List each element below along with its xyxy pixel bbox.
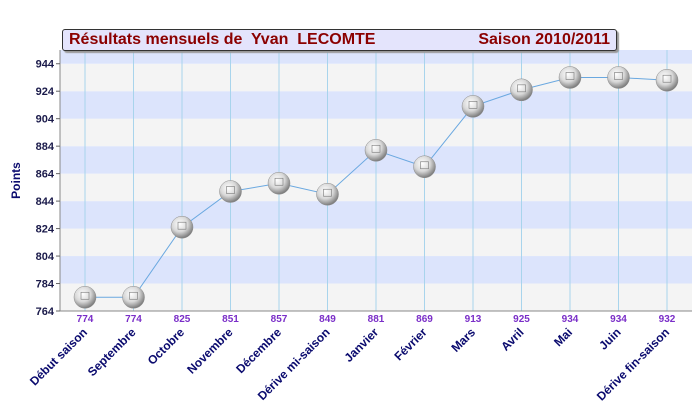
data-label: 934 <box>610 314 627 325</box>
data-point-emblem <box>468 101 478 109</box>
data-point-marker <box>316 182 339 206</box>
data-point <box>364 139 388 162</box>
y-tick-label: 844 <box>36 196 55 208</box>
data-point <box>316 182 339 206</box>
data-point <box>510 78 533 102</box>
x-category-label: Octobre <box>145 325 188 368</box>
data-label: 932 <box>659 314 676 325</box>
data-point-marker <box>267 171 291 195</box>
x-category-label: Mai <box>551 325 575 349</box>
data-point-marker <box>558 66 582 89</box>
data-point-emblem <box>274 177 284 186</box>
x-category-label: Décembre <box>233 325 284 376</box>
data-point <box>267 171 291 195</box>
x-category-label: Janvier <box>342 325 382 365</box>
chart-title: Résultats mensuels de Yvan LECOMTE <box>69 31 376 48</box>
data-point-emblem <box>614 72 623 80</box>
y-tick-label: 804 <box>36 251 55 263</box>
x-category-label: Juin <box>596 325 623 352</box>
data-point-emblem <box>662 74 672 83</box>
x-category-label: Février <box>391 325 429 363</box>
x-category-label: Novembre <box>184 325 236 377</box>
y-tick-label: 904 <box>36 114 55 126</box>
data-label: 913 <box>465 314 482 325</box>
x-category-label: Avril <box>498 325 526 353</box>
data-point <box>73 286 97 309</box>
y-tick-label: 924 <box>36 86 55 98</box>
x-category-label: Septembre <box>85 325 139 379</box>
y-tick-label: 784 <box>36 279 55 291</box>
y-tick-label: 824 <box>36 224 55 236</box>
data-point-emblem <box>177 221 187 230</box>
data-point <box>558 66 582 89</box>
data-label: 774 <box>125 314 142 325</box>
data-point <box>170 215 194 239</box>
data-label: 825 <box>174 314 191 325</box>
data-point-marker <box>122 286 145 309</box>
data-point-emblem <box>420 161 429 170</box>
data-point-marker <box>219 180 242 203</box>
data-point-marker <box>607 66 630 89</box>
x-category-label: Début saison <box>27 325 90 388</box>
y-tick-label: 884 <box>36 141 55 153</box>
data-label: 869 <box>416 314 433 325</box>
data-point-marker <box>510 78 533 102</box>
data-point-emblem <box>517 84 526 93</box>
data-point-marker <box>655 68 679 92</box>
data-label: 849 <box>319 314 336 325</box>
data-point-emblem <box>80 291 90 300</box>
y-tick-label: 764 <box>36 306 55 318</box>
data-label: 774 <box>77 314 94 325</box>
data-point <box>607 66 630 89</box>
data-point-marker <box>461 95 485 118</box>
data-point-emblem <box>371 144 381 153</box>
x-category-label: Mars <box>448 325 478 355</box>
data-point-emblem <box>565 72 575 80</box>
data-label: 851 <box>222 314 239 325</box>
y-axis-label: Points <box>9 162 23 199</box>
data-point-marker <box>364 139 388 162</box>
data-point-emblem <box>129 291 138 300</box>
data-point-marker <box>170 215 194 239</box>
data-label: 857 <box>271 314 288 325</box>
chart-title-box: Résultats mensuels de Yvan LECOMTE Saiso… <box>62 29 617 51</box>
data-label: 925 <box>513 314 530 325</box>
data-point-marker <box>413 155 436 179</box>
data-point <box>413 155 436 179</box>
data-label: 881 <box>368 314 385 325</box>
chart-subtitle: Saison 2010/2011 <box>478 31 610 48</box>
data-point <box>122 286 145 309</box>
data-point <box>655 68 679 92</box>
data-point <box>219 180 242 203</box>
data-point-emblem <box>323 188 332 197</box>
y-tick-label: 864 <box>36 169 55 181</box>
data-point-marker <box>73 286 97 309</box>
data-point-emblem <box>226 186 235 194</box>
data-point <box>461 95 485 118</box>
data-label: 934 <box>562 314 579 325</box>
y-tick-label: 944 <box>36 59 55 71</box>
